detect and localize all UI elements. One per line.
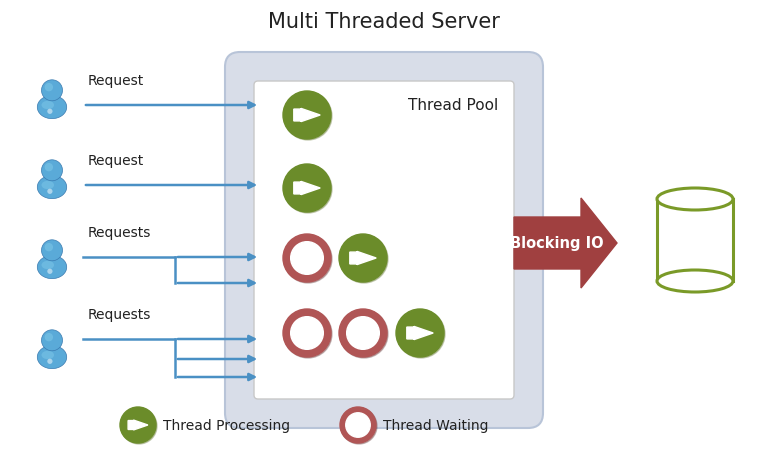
Circle shape [41,161,62,181]
Polygon shape [294,182,320,195]
Circle shape [45,244,53,252]
Circle shape [340,310,388,358]
Circle shape [284,236,332,283]
Circle shape [45,163,53,172]
Circle shape [339,309,387,357]
Circle shape [290,242,323,275]
Circle shape [340,236,388,283]
Circle shape [41,330,62,351]
Polygon shape [407,327,433,340]
Text: Thread Waiting: Thread Waiting [383,418,488,432]
Circle shape [45,333,53,342]
Circle shape [341,408,377,444]
Circle shape [340,407,376,443]
Circle shape [120,407,156,443]
Text: Requests: Requests [88,225,151,239]
Polygon shape [128,420,148,430]
Ellipse shape [657,188,733,211]
Circle shape [48,269,52,275]
Text: Multi Threaded Server: Multi Threaded Server [268,12,500,32]
Circle shape [361,331,366,336]
Circle shape [41,240,62,261]
Circle shape [48,109,52,115]
Circle shape [339,234,387,282]
Text: Thread Processing: Thread Processing [163,418,290,432]
Text: Request: Request [88,154,144,168]
Circle shape [283,234,331,282]
Ellipse shape [657,270,733,292]
Text: Requests: Requests [88,307,151,321]
Circle shape [396,309,444,357]
Circle shape [284,93,332,141]
Text: Request: Request [88,74,144,88]
Text: Blocking IO: Blocking IO [511,236,604,251]
FancyBboxPatch shape [254,82,514,399]
Circle shape [284,310,332,358]
Polygon shape [294,109,320,122]
Circle shape [283,92,331,140]
Circle shape [305,256,310,261]
Circle shape [48,359,52,364]
FancyBboxPatch shape [225,53,543,428]
Circle shape [290,317,323,350]
Ellipse shape [41,181,54,190]
Circle shape [48,189,52,194]
Ellipse shape [38,256,67,279]
Circle shape [121,408,157,444]
Circle shape [305,331,310,336]
Circle shape [283,309,331,357]
Polygon shape [349,252,376,265]
Bar [657,200,733,282]
Text: Thread Pool: Thread Pool [408,98,498,113]
FancyArrow shape [514,199,617,288]
Ellipse shape [41,351,54,359]
Circle shape [346,413,370,437]
Circle shape [397,310,445,358]
Ellipse shape [38,346,67,369]
Circle shape [356,423,360,427]
Ellipse shape [41,261,54,269]
Ellipse shape [38,176,67,199]
Ellipse shape [38,96,67,119]
Circle shape [41,81,62,101]
Circle shape [346,317,379,350]
Circle shape [45,84,53,92]
Circle shape [284,166,332,213]
Ellipse shape [41,101,54,110]
Circle shape [283,165,331,213]
